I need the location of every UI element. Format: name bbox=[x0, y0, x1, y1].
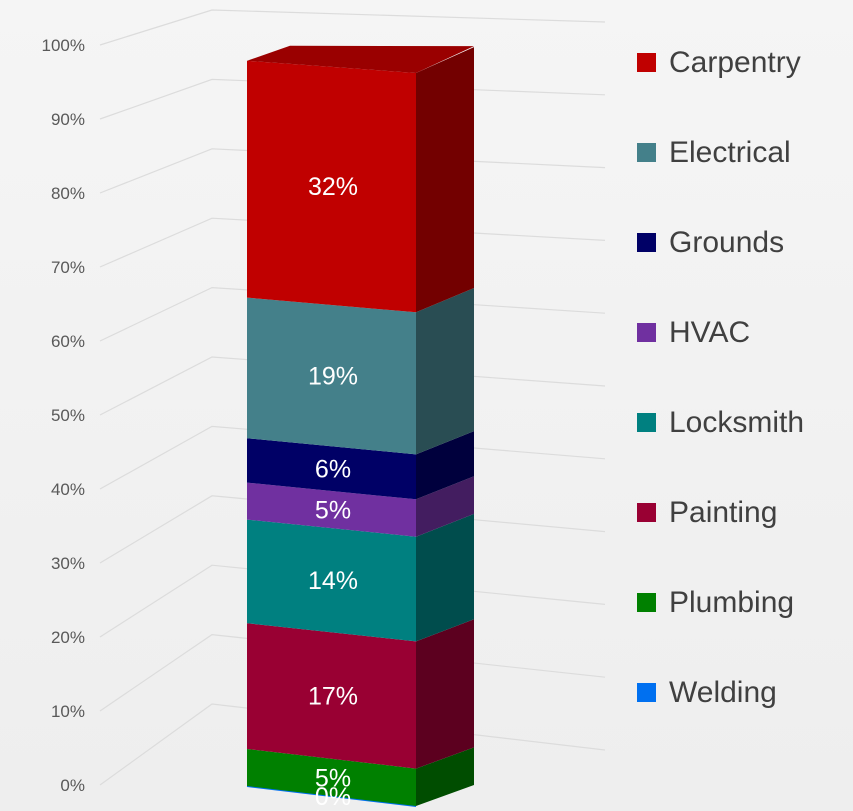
legend-swatch-electrical bbox=[637, 143, 656, 162]
gridline bbox=[99, 9, 606, 46]
y-tick-label: 0% bbox=[60, 776, 85, 795]
bar-segment-locksmith bbox=[247, 519, 416, 642]
data-label-carpentry: 32% bbox=[308, 173, 358, 201]
bar-side-carpentry bbox=[416, 47, 474, 313]
bar-side-painting bbox=[416, 619, 474, 769]
y-tick-label: 100% bbox=[42, 36, 85, 55]
legend-swatch-painting bbox=[637, 503, 656, 522]
y-tick-label: 30% bbox=[51, 554, 85, 573]
legend-swatch-carpentry bbox=[637, 53, 656, 72]
y-tick-label: 60% bbox=[51, 332, 85, 351]
bar-side-plumbing bbox=[416, 747, 474, 806]
y-tick-label: 50% bbox=[51, 406, 85, 425]
legend-label-electrical: Electrical bbox=[669, 136, 791, 169]
legend: Carpentry Electrical Grounds HVAC Locksmith P… bbox=[637, 46, 804, 709]
y-tick-label: 20% bbox=[51, 628, 85, 647]
bar-segment-hvac bbox=[247, 482, 416, 537]
data-label-welding: 0% bbox=[315, 783, 351, 811]
data-label-plumbing: 5% bbox=[315, 764, 351, 792]
legend-swatch-welding bbox=[637, 683, 656, 702]
data-label-hvac: 5% bbox=[315, 497, 351, 525]
segment-labels: 0%5%17%14%5%6%19%32% bbox=[308, 173, 358, 811]
data-label-locksmith: 14% bbox=[308, 567, 358, 595]
legend-label-welding: Welding bbox=[669, 676, 777, 709]
bar-side-hvac bbox=[416, 476, 474, 537]
stacked-bar bbox=[247, 45, 474, 807]
legend-label-grounds: Grounds bbox=[669, 226, 784, 259]
legend-label-hvac: HVAC bbox=[669, 316, 750, 349]
data-label-grounds: 6% bbox=[315, 456, 351, 484]
y-tick-label: 10% bbox=[51, 702, 85, 721]
bar-segment-plumbing bbox=[247, 749, 416, 806]
data-label-painting: 17% bbox=[308, 683, 358, 711]
y-axis-ticks: 0% 10% 20% 30% 40% 50% 60% 70% 80% 90% 100% bbox=[42, 36, 85, 795]
bar-side-grounds bbox=[416, 431, 474, 500]
legend-swatch-grounds bbox=[637, 233, 656, 252]
legend-label-plumbing: Plumbing bbox=[669, 586, 794, 619]
data-label-electrical: 19% bbox=[308, 363, 358, 391]
y-tick-label: 90% bbox=[51, 110, 85, 129]
y-tick-label: 70% bbox=[51, 258, 85, 277]
bar-segment-grounds bbox=[247, 438, 416, 500]
y-tick-label: 80% bbox=[51, 184, 85, 203]
bar-segment-carpentry bbox=[247, 60, 416, 313]
legend-label-carpentry: Carpentry bbox=[669, 46, 801, 79]
y-tick-label: 40% bbox=[51, 480, 85, 499]
legend-swatch-plumbing bbox=[637, 593, 656, 612]
legend-swatch-hvac bbox=[637, 323, 656, 342]
bar-side-locksmith bbox=[416, 513, 474, 642]
bar-segment-electrical bbox=[247, 297, 416, 455]
bar-segment-painting bbox=[247, 623, 416, 769]
bar-side-electrical bbox=[416, 288, 474, 455]
legend-label-painting: Painting bbox=[669, 496, 777, 529]
legend-label-locksmith: Locksmith bbox=[669, 406, 804, 439]
bar-top bbox=[247, 45, 474, 73]
legend-swatch-locksmith bbox=[637, 413, 656, 432]
